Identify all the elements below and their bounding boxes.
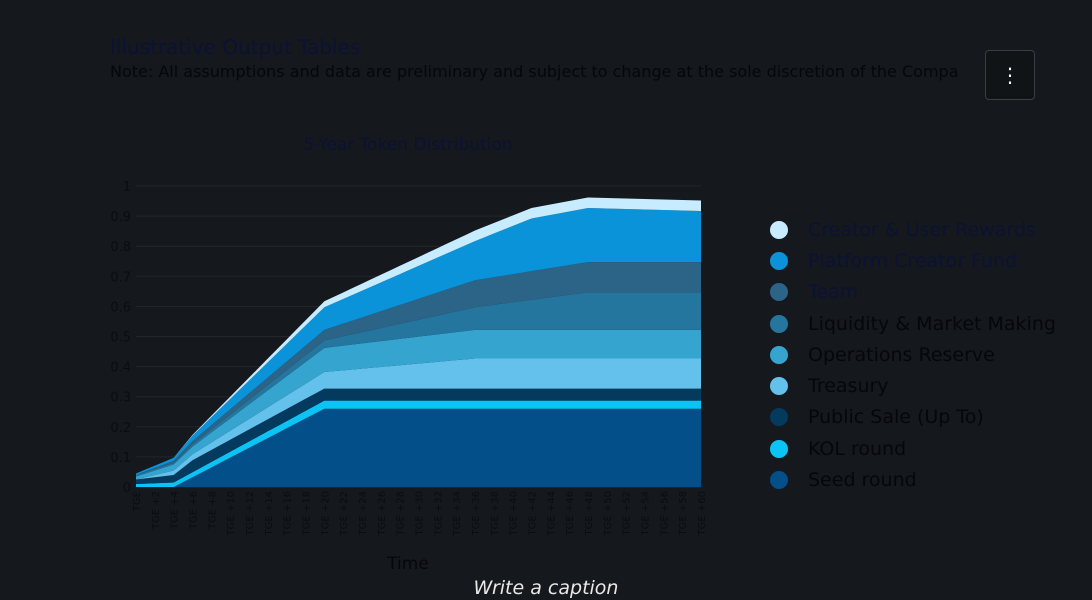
- chart-title: 5-Year Token Distribution: [303, 135, 512, 155]
- y-tick-label: 0.3: [110, 391, 131, 406]
- x-tick-label: TGE +36: [471, 491, 482, 536]
- legend-swatch: [770, 345, 788, 364]
- x-tick-label: TGE +52: [622, 491, 633, 536]
- x-tick-label: TGE +22: [339, 491, 350, 536]
- x-tick-label: TGE +48: [584, 491, 595, 536]
- y-tick-label: 1: [123, 180, 131, 195]
- y-tick-label: 0.7: [110, 270, 131, 285]
- axes: 0 0.1 0.2 0.3 0.4 0.5 0.6 0.7 0.8 0.9 1 TGE TGE +2 TG…: [110, 180, 708, 536]
- x-tick-label: TGE +14: [264, 491, 275, 536]
- chart-legend: Creator & User Rewards Platform Creator F…: [770, 214, 1056, 496]
- x-tick-label: TGE +38: [490, 491, 501, 536]
- x-tick-label: TGE +40: [509, 491, 520, 536]
- x-tick-label: TGE +4: [170, 491, 181, 530]
- x-tick-label: TGE +24: [358, 491, 369, 536]
- legend-item[interactable]: Treasury: [770, 370, 1056, 401]
- x-tick-label: TGE +30: [415, 491, 426, 536]
- y-tick-label: 0.4: [110, 361, 131, 376]
- y-tick-label: 0.5: [110, 331, 131, 346]
- x-tick-label: TGE +28: [396, 491, 407, 536]
- x-tick-label: TGE +32: [433, 491, 444, 536]
- page-title: Illustrative Output Tables: [110, 35, 361, 59]
- legend-item[interactable]: KOL round: [770, 433, 1056, 464]
- legend-swatch: [770, 314, 788, 333]
- y-tick-label: 0.8: [110, 240, 131, 255]
- legend-item[interactable]: Public Sale (Up To): [770, 402, 1056, 433]
- x-tick-label: TGE +44: [546, 491, 557, 536]
- legend-swatch: [770, 251, 788, 270]
- area-liquidity-market-making: [136, 292, 701, 477]
- legend-label: Platform Creator Fund: [808, 249, 1018, 272]
- y-tick-label: 0.1: [110, 451, 131, 466]
- x-axis-title: Time: [386, 554, 429, 574]
- legend-label: Treasury: [808, 375, 889, 398]
- more-options-button[interactable]: ⋮: [985, 50, 1035, 100]
- legend-swatch: [770, 408, 788, 427]
- legend-item[interactable]: Team: [770, 277, 1056, 308]
- legend-swatch: [770, 377, 788, 396]
- legend-swatch: [770, 471, 788, 490]
- y-tick-label: 0: [123, 481, 131, 496]
- page-note: Note: All assumptions and data are preli…: [110, 62, 959, 81]
- area-platform-creator-fund: [136, 207, 701, 475]
- x-tick-label: TGE +16: [283, 491, 294, 536]
- area-series: [136, 197, 701, 487]
- x-tick-label: TGE +60: [697, 491, 708, 536]
- legend-label: Liquidity & Market Making: [808, 312, 1056, 335]
- legend-item[interactable]: Operations Reserve: [770, 339, 1056, 370]
- x-tick-label: TGE +20: [320, 491, 331, 536]
- area-public-sale-up-to: [136, 388, 701, 484]
- y-tick-label: 0.2: [110, 421, 131, 436]
- x-tick-label: TGE +54: [641, 491, 652, 536]
- x-tick-label: TGE +50: [603, 491, 614, 536]
- legend-label: Public Sale (Up To): [808, 406, 984, 429]
- x-tick-label: TGE +8: [207, 491, 218, 530]
- x-tick-label: TGE +18: [302, 491, 313, 536]
- legend-label: Seed round: [808, 469, 917, 492]
- legend-item[interactable]: Liquidity & Market Making: [770, 308, 1056, 339]
- legend-swatch: [770, 220, 788, 239]
- x-tick-label: TGE +2: [151, 491, 162, 530]
- legend-label: Creator & User Rewards: [808, 218, 1036, 241]
- x-tick-label: TGE: [132, 491, 143, 512]
- area-operations-reserve: [136, 329, 701, 480]
- legend-swatch: [770, 283, 788, 302]
- legend-label: Operations Reserve: [808, 343, 995, 366]
- more-vertical-icon: ⋮: [1000, 63, 1020, 87]
- x-tick-label: TGE +10: [226, 491, 237, 536]
- legend-item[interactable]: Seed round: [770, 464, 1056, 495]
- area-seed-round: [136, 408, 701, 487]
- y-tick-label: 0.9: [110, 210, 131, 225]
- legend-label: KOL round: [808, 437, 907, 460]
- x-tick-label: TGE +56: [659, 491, 670, 536]
- legend-label: Team: [808, 281, 859, 304]
- x-tick-label: TGE +42: [528, 491, 539, 536]
- area-treasury: [136, 358, 701, 480]
- legend-item[interactable]: Platform Creator Fund: [770, 245, 1056, 276]
- x-tick-label: TGE +12: [245, 491, 256, 536]
- legend-swatch: [770, 439, 788, 458]
- area-kol-round: [136, 400, 701, 487]
- caption-input[interactable]: Write a caption: [473, 577, 619, 599]
- area-team: [136, 262, 701, 475]
- y-tick-label: 0.6: [110, 300, 131, 315]
- legend-item[interactable]: Creator & User Rewards: [770, 214, 1056, 245]
- x-tick-label: TGE +46: [565, 491, 576, 536]
- x-tick-label: TGE +58: [678, 491, 689, 536]
- x-tick-label: TGE +6: [189, 491, 200, 530]
- x-tick-label: TGE +26: [377, 491, 388, 536]
- x-tick-label: TGE +34: [452, 491, 463, 536]
